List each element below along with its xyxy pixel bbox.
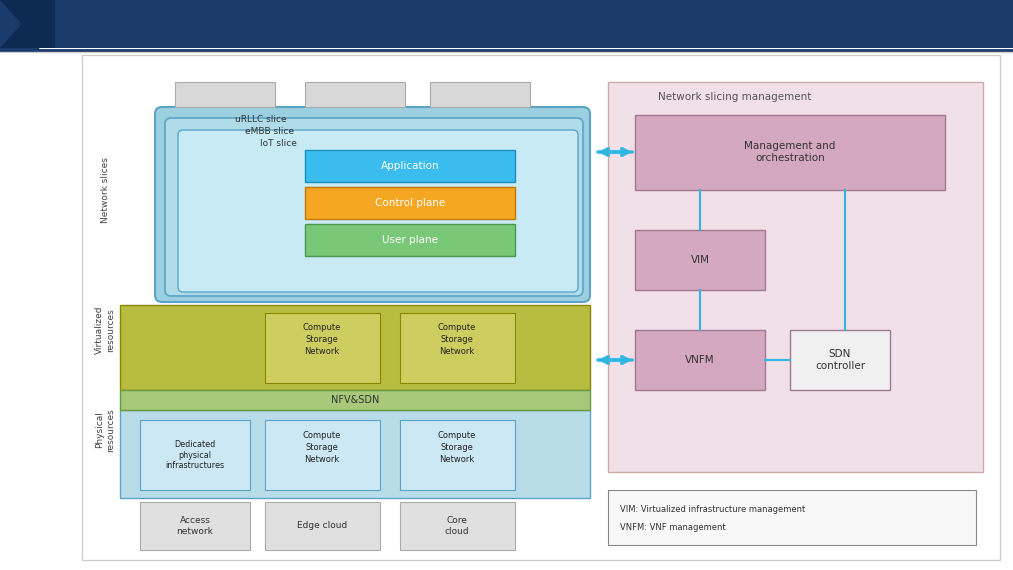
Bar (140, 420, 250, 490)
Bar (175, 82, 275, 107)
Bar (140, 502, 250, 550)
Polygon shape (0, 0, 22, 48)
Text: Storage: Storage (441, 336, 473, 344)
Text: Network slicing management: Network slicing management (658, 92, 811, 102)
Bar (305, 187, 515, 219)
Bar (0, 0, 1013, 50)
Bar (265, 313, 380, 383)
Bar (400, 502, 515, 550)
Bar (635, 330, 765, 390)
Bar (0, 0, 1013, 48)
Bar (635, 230, 765, 290)
Text: Virtualized
resources: Virtualized resources (95, 306, 114, 354)
Text: Compute: Compute (438, 324, 476, 332)
Bar (120, 305, 590, 390)
Text: NFV&SDN: NFV&SDN (331, 395, 379, 405)
Text: Edge cloud: Edge cloud (297, 522, 347, 531)
Text: IoT slice: IoT slice (260, 139, 297, 148)
Bar (120, 410, 590, 498)
Bar (635, 115, 945, 190)
Text: Compute: Compute (438, 430, 476, 439)
Text: Network: Network (304, 454, 339, 463)
Bar (608, 82, 983, 472)
Text: Control plane: Control plane (375, 198, 445, 208)
Text: SDN
controller: SDN controller (814, 349, 865, 371)
Text: VIM: Virtualized infrastructure management: VIM: Virtualized infrastructure manageme… (620, 506, 805, 515)
Text: Core
cloud: Core cloud (445, 516, 469, 536)
Text: Storage: Storage (441, 442, 473, 451)
Text: Access
network: Access network (176, 516, 214, 536)
Bar (400, 313, 515, 383)
Text: Network slices: Network slices (100, 157, 109, 223)
FancyBboxPatch shape (178, 130, 578, 292)
Text: VIM: VIM (691, 255, 709, 265)
Bar (265, 502, 380, 550)
Polygon shape (0, 0, 40, 50)
Text: Compute: Compute (303, 324, 341, 332)
Text: Architecture : Network slicing management: Architecture : Network slicing managemen… (202, 14, 819, 38)
Bar (400, 420, 515, 490)
Text: Storage: Storage (306, 336, 338, 344)
Text: eMBB slice: eMBB slice (245, 127, 294, 136)
FancyBboxPatch shape (155, 107, 590, 302)
Bar (82, 55, 1000, 560)
Text: Dedicated
physical
infrastructures: Dedicated physical infrastructures (165, 440, 225, 470)
Text: User plane: User plane (382, 235, 438, 245)
Polygon shape (0, 0, 55, 48)
Bar (608, 490, 976, 545)
Text: Management and
orchestration: Management and orchestration (745, 141, 836, 163)
Text: Network: Network (440, 348, 475, 356)
Bar (0, 0, 1013, 48)
Bar (120, 390, 590, 410)
Bar (305, 150, 515, 182)
Text: VNFM: VNFM (685, 355, 715, 365)
Bar (305, 82, 405, 107)
Text: Application: Application (381, 161, 440, 171)
Text: Physical
resources: Physical resources (95, 408, 114, 452)
Bar (790, 330, 890, 390)
Text: Compute: Compute (303, 430, 341, 439)
Text: VNFM: VNF management: VNFM: VNF management (620, 523, 725, 531)
Bar (265, 420, 380, 490)
Text: Network: Network (304, 348, 339, 356)
Bar (430, 82, 530, 107)
Bar (305, 224, 515, 256)
Text: Storage: Storage (306, 442, 338, 451)
Text: uRLLC slice: uRLLC slice (235, 116, 287, 124)
Text: Network: Network (440, 454, 475, 463)
FancyBboxPatch shape (165, 118, 583, 296)
